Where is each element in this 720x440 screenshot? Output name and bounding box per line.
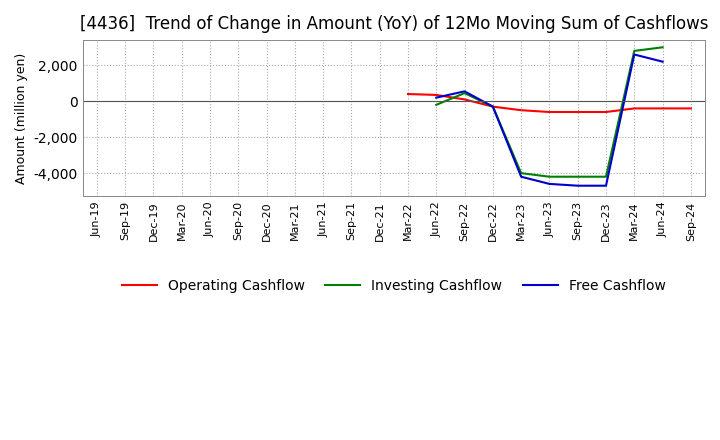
Operating Cashflow xyxy=(460,97,469,102)
Legend: Operating Cashflow, Investing Cashflow, Free Cashflow: Operating Cashflow, Investing Cashflow, … xyxy=(116,274,672,299)
Investing Cashflow xyxy=(573,174,582,180)
Investing Cashflow xyxy=(489,104,498,109)
Operating Cashflow xyxy=(517,107,526,113)
Investing Cashflow xyxy=(517,170,526,176)
Investing Cashflow xyxy=(658,45,667,50)
Free Cashflow xyxy=(489,104,498,109)
Line: Investing Cashflow: Investing Cashflow xyxy=(436,48,662,177)
Line: Operating Cashflow: Operating Cashflow xyxy=(408,94,691,112)
Free Cashflow xyxy=(545,181,554,187)
Investing Cashflow xyxy=(545,174,554,180)
Line: Free Cashflow: Free Cashflow xyxy=(436,55,662,186)
Free Cashflow xyxy=(658,59,667,64)
Investing Cashflow xyxy=(432,102,441,107)
Operating Cashflow xyxy=(658,106,667,111)
Operating Cashflow xyxy=(573,110,582,115)
Free Cashflow xyxy=(460,89,469,94)
Free Cashflow xyxy=(630,52,639,57)
Title: [4436]  Trend of Change in Amount (YoY) of 12Mo Moving Sum of Cashflows: [4436] Trend of Change in Amount (YoY) o… xyxy=(80,15,708,33)
Free Cashflow xyxy=(432,95,441,100)
Operating Cashflow xyxy=(687,106,696,111)
Investing Cashflow xyxy=(630,48,639,54)
Investing Cashflow xyxy=(602,174,611,180)
Operating Cashflow xyxy=(630,106,639,111)
Free Cashflow xyxy=(602,183,611,188)
Y-axis label: Amount (million yen): Amount (million yen) xyxy=(15,53,28,184)
Operating Cashflow xyxy=(489,104,498,109)
Free Cashflow xyxy=(573,183,582,188)
Operating Cashflow xyxy=(545,110,554,115)
Investing Cashflow xyxy=(460,91,469,96)
Operating Cashflow xyxy=(432,92,441,98)
Operating Cashflow xyxy=(404,92,413,97)
Operating Cashflow xyxy=(602,110,611,115)
Free Cashflow xyxy=(517,174,526,180)
